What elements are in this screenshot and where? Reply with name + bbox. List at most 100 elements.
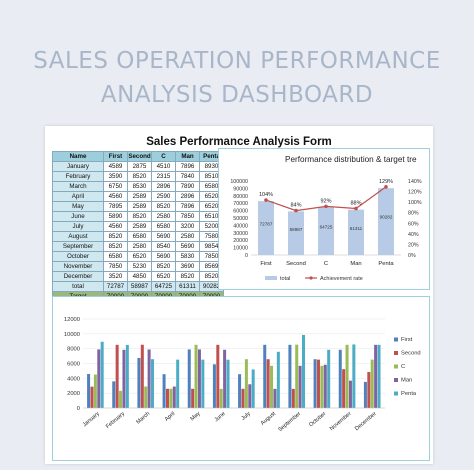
bar-penta [151,359,155,408]
monthly-chart-panel: 0 2000 4000 6000 8000 10000 12000 January Februa… [52,296,430,461]
value-cell: 3690 [175,261,200,272]
bar-c [270,365,274,408]
value-cell: 7850 [103,261,128,272]
legend-swatch-total [265,276,277,280]
bar-man [97,349,101,408]
value-cell: 8530 [127,181,152,192]
bar-data-label: 64725 [320,225,333,230]
x-tick-label: February [105,411,126,430]
y-left-tick-label: 30000 [233,231,248,237]
x-tick-label: C [324,261,328,267]
value-cell: 8520 [127,171,152,182]
y-left-tick-label: 50000 [233,216,248,222]
total-bar [348,209,364,255]
bar-penta [226,359,230,408]
y-left-tick-label: 10000 [233,246,248,252]
bar-first [137,357,141,408]
legend-swatch [394,364,398,369]
value-cell: 7895 [103,201,128,212]
legend-swatch [394,391,398,396]
y-tick-label: 2000 [67,391,80,397]
value-cell: 4510 [151,161,176,172]
bar-man [298,365,302,408]
bar-penta [352,344,356,408]
bar-data-label: 90282 [380,214,393,219]
x-tick-label: October [308,411,327,428]
bar-c [370,359,374,408]
bar-c [219,388,223,408]
y-right-tick-label: 140% [408,179,422,185]
value-cell: 5690 [151,231,176,242]
bar-c [194,344,198,408]
value-cell: 7890 [175,181,200,192]
value-cell: 2580 [151,211,176,222]
row-label-cell: April [52,191,104,202]
y-right-tick-label: 20% [408,242,419,248]
total-row: total 72787 58987 64725 61311 90282 [52,281,224,292]
bar-man [323,364,327,408]
value-cell: 5830 [175,251,200,262]
value-cell: 6580 [103,251,128,262]
value-cell: 6750 [103,181,128,192]
value-cell: 72787 [103,281,128,292]
bar-first [338,349,342,408]
bar-c [320,365,324,408]
value-cell: 2589 [127,221,152,232]
hero-title-line-1: SALES OPERATION PERFORMANCE [33,48,441,74]
bar-c [244,359,248,408]
value-cell: 7840 [175,171,200,182]
bar-man [197,349,201,408]
bar-second [266,359,270,408]
bar-data-label: 72787 [260,221,273,226]
value-cell: 2315 [151,171,176,182]
x-tick-label: Penta [378,261,394,267]
header-cell: Second [127,151,152,162]
bar-penta [377,344,381,408]
x-tick-label: Second [286,261,306,267]
table-row: January 4589 2875 4510 7896 8930 [52,161,224,172]
row-label-cell: January [52,161,104,172]
performance-chart-panel: Performance distribution & target tre 0 10… [218,148,430,290]
value-cell: 8520 [127,211,152,222]
bar-first [87,373,91,408]
total-bar [288,211,304,255]
value-cell: 4560 [103,191,128,202]
table-row: April 4560 2589 2590 2896 6520 [52,191,224,202]
legend-swatch [394,337,398,342]
value-cell: 2875 [127,161,152,172]
sales-table: Name First Second C Man Penta January 458… [52,151,224,312]
bar-second [241,388,245,408]
row-label-cell: September [52,241,104,252]
bar-penta [176,359,180,408]
row-label-cell: December [52,271,104,282]
legend-swatch [394,351,398,355]
x-tick-label: September [277,411,302,433]
value-cell: 6520 [151,271,176,282]
table-row: September 8520 2580 8540 5690 9854 [52,241,224,252]
bar-man [223,349,227,408]
bar-first [288,344,292,408]
legend-label: Second [401,351,421,357]
header-cell: C [151,151,176,162]
y-left-tick-label: 80000 [233,194,248,200]
achievement-point [264,198,268,202]
row-label-cell: August [52,231,104,242]
bar-second [115,344,119,408]
bar-first [313,359,317,408]
value-cell: 5230 [127,261,152,272]
achievement-point-label: 88% [350,200,361,206]
table-row: May 7895 2589 8520 7896 6520 [52,201,224,212]
x-tick-label: April [164,411,176,423]
value-cell: 2589 [127,191,152,202]
y-left-tick-label: 100000 [230,179,248,185]
bar-man [248,384,252,408]
bar-man [374,344,378,408]
bar-first [238,374,242,408]
form-title: Sales Performance Analysis Form [146,136,332,148]
bar-first [263,344,267,408]
x-tick-label: July [240,411,252,422]
bar-second [191,388,195,408]
value-cell: 7850 [175,211,200,222]
bar-penta [276,351,280,408]
legend-label-rate: Achievement rate [320,276,363,282]
